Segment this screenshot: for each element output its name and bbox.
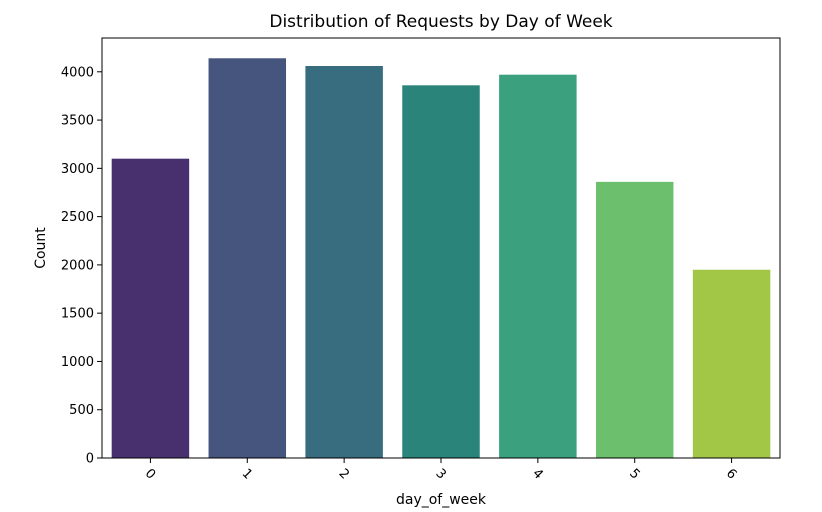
- bar-day-4: [499, 74, 577, 459]
- bars-group: [111, 58, 771, 459]
- chart-title: Distribution of Requests by Day of Week: [269, 12, 612, 32]
- bar-day-1: [208, 58, 287, 458]
- x-tick-label: 5: [626, 466, 642, 482]
- x-axis-label: day_of_week: [396, 492, 487, 508]
- x-tick-label: 4: [529, 466, 545, 482]
- y-tick-label: 1000: [61, 355, 94, 370]
- y-tick-label: 2000: [61, 258, 94, 273]
- plot-frame: [101, 37, 781, 459]
- y-tick-label: 500: [69, 403, 94, 418]
- x-tick-label: 1: [239, 466, 255, 482]
- y-tick-label: 1500: [61, 307, 94, 322]
- y-tick-label: 0: [86, 452, 94, 467]
- bar-day-5: [595, 181, 674, 459]
- y-tick-label: 3500: [61, 114, 94, 129]
- x-tick-label: 3: [432, 466, 448, 482]
- y-tick-label: 3000: [61, 162, 94, 177]
- y-tick-label: 2500: [61, 210, 94, 225]
- x-tick-label: 0: [142, 466, 158, 482]
- x-tick-label: 6: [723, 466, 739, 482]
- x-axis-ticks: 0 1 2 3 4 5 6: [142, 458, 739, 483]
- y-axis-ticks: 0 500 1000 1500 2000 2500 3000 3500 4000: [61, 65, 102, 467]
- x-tick-label: 2: [336, 466, 352, 482]
- bar-day-0: [111, 158, 190, 459]
- bar-day-3: [402, 85, 480, 458]
- bar-day-2: [305, 66, 383, 458]
- y-tick-label: 4000: [61, 65, 94, 80]
- bar-day-6: [692, 269, 771, 458]
- y-axis-label: Count: [33, 227, 49, 269]
